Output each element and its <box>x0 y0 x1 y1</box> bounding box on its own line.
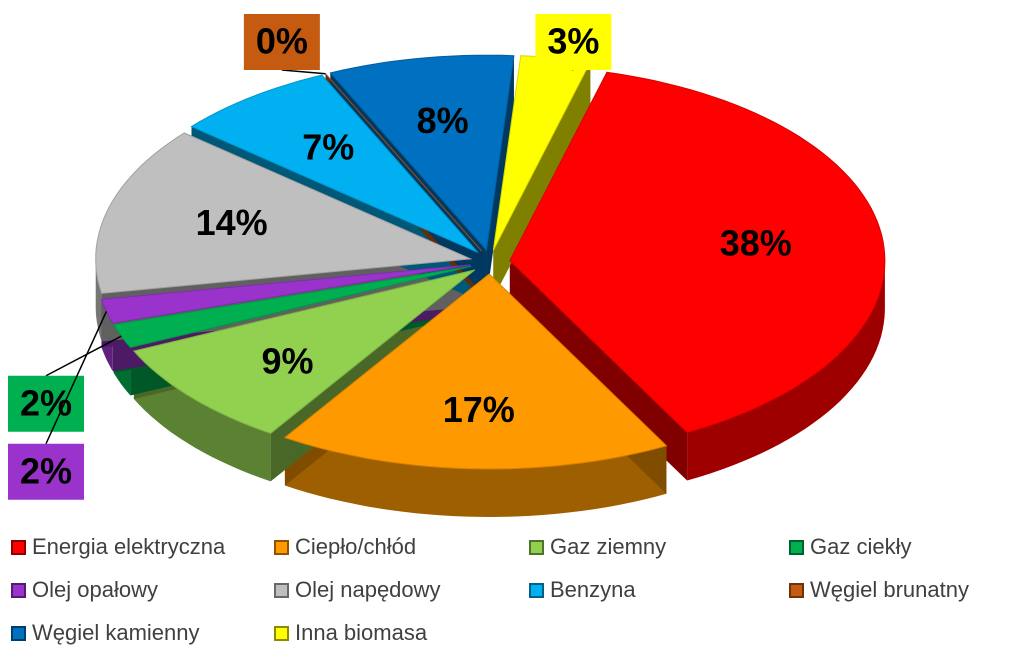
legend-marker <box>529 583 544 598</box>
slice-side <box>284 437 667 517</box>
legend-label: Energia elektryczna <box>32 534 226 559</box>
slice-side <box>95 260 102 342</box>
legend-marker <box>11 626 26 641</box>
data-label: 9% <box>261 340 313 381</box>
legend-marker <box>789 583 804 598</box>
label-box <box>535 14 612 70</box>
data-label: 38% <box>720 222 792 263</box>
leader-line <box>281 69 326 75</box>
label-box <box>243 14 320 70</box>
label-box <box>8 443 84 500</box>
slice <box>190 74 479 253</box>
legend-label: Węgiel brunatny <box>810 577 969 602</box>
legend-label: Gaz ziemny <box>550 534 666 559</box>
legend-marker <box>274 626 289 641</box>
legend-marker <box>789 540 804 555</box>
data-label: 17% <box>443 389 515 430</box>
data-label: 14% <box>196 202 268 243</box>
legend-label: Węgiel kamienny <box>32 620 200 645</box>
legend-marker <box>274 540 289 555</box>
pie-tops <box>95 54 886 470</box>
legend-marker <box>529 540 544 555</box>
legend: Energia elektryczna Ciepło/chłód Gaz ziemn… <box>11 534 969 645</box>
slice <box>283 273 668 470</box>
slice <box>132 269 476 434</box>
leader-line <box>45 335 122 377</box>
legend-marker <box>274 583 289 598</box>
slice-wall <box>486 55 514 299</box>
data-label: 0% <box>256 21 308 62</box>
slice-side <box>687 261 885 481</box>
legend-label: Benzyna <box>550 577 636 602</box>
data-label: 3% <box>547 21 599 62</box>
legend-label: Olej opałowy <box>32 577 158 602</box>
legend-marker <box>11 540 26 555</box>
data-label: 2% <box>20 382 72 423</box>
data-labels: 38% 17% 9% 2% 2% 14% 7% 0% 8% 3% <box>8 14 792 500</box>
slice <box>95 132 473 294</box>
data-label: 7% <box>302 126 354 167</box>
legend-label: Olej napędowy <box>295 577 441 602</box>
slice-wall <box>493 61 591 299</box>
legend-marker <box>11 583 26 598</box>
slice <box>325 73 483 252</box>
label-box <box>8 375 84 432</box>
data-label: 2% <box>20 450 72 491</box>
legend-label: Inna biomasa <box>295 620 428 645</box>
data-label: 8% <box>417 100 469 141</box>
legend-label: Gaz ciekły <box>810 534 911 559</box>
legend-label: Ciepło/chłód <box>295 534 416 559</box>
slice <box>509 71 886 434</box>
slice <box>329 54 515 252</box>
leader-line <box>45 311 108 445</box>
